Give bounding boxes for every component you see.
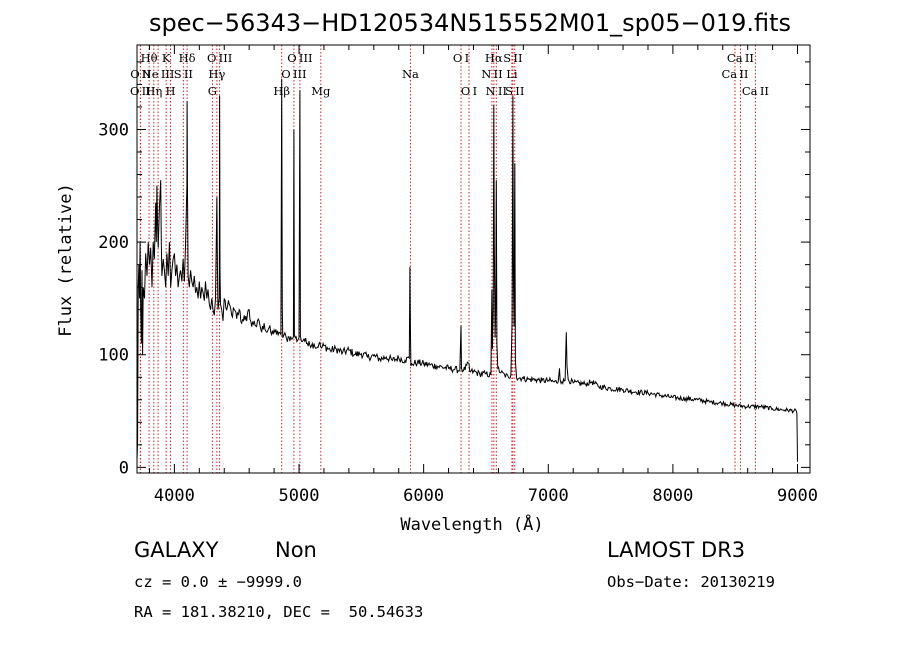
line-label-15: Mg: [311, 84, 331, 98]
x-tick-label-3: 7000: [528, 486, 569, 506]
line-label-17: O I: [453, 51, 469, 65]
line-label-7: S II: [174, 67, 193, 81]
x-tick-label-5: 9000: [777, 486, 818, 506]
line-label-20: Hα: [485, 51, 503, 65]
line-label-5: K: [162, 51, 171, 65]
object-subclass-label: Non: [275, 538, 317, 562]
line-label-14: O III: [287, 51, 312, 65]
line-label-6: H: [166, 84, 176, 98]
object-class-label: GALAXY: [134, 538, 219, 562]
line-label-9: G: [208, 84, 217, 98]
line-label-21: N II: [486, 84, 507, 98]
y-tick-label-0: 0: [119, 458, 129, 478]
line-label-25: Ca II: [721, 67, 748, 81]
line-label-22: Li: [506, 67, 518, 81]
line-label-19: N II: [481, 67, 502, 81]
line-label-26: Ca II: [727, 51, 754, 65]
chart-title: spec−56343−HD120534N515552M01_sp05−019.f…: [149, 9, 791, 37]
y-axis-label: Flux (relative): [56, 183, 76, 337]
x-axis-label: Wavelength (Å): [400, 513, 543, 535]
plot-frame: [136, 44, 811, 474]
emission-line-markers: [139, 45, 756, 473]
line-label-11: O III: [207, 51, 232, 65]
y-tick-label-2: 200: [98, 233, 129, 253]
line-label-0: O II: [130, 84, 151, 98]
line-label-3: Hη: [145, 84, 162, 98]
x-tick-label-0: 4000: [154, 486, 195, 506]
emission-line-labels: O II O II Hθ Hη Ne III K H S II Hδ G Hγ O III Hβ O II…: [130, 51, 769, 98]
y-tick-label-1: 100: [98, 346, 129, 366]
line-label-4: Ne III: [142, 67, 175, 81]
x-tick-label-1: 5000: [279, 486, 320, 506]
line-label-10: Hγ: [208, 67, 225, 81]
y-tick-label-3: 300: [98, 120, 129, 140]
observation-date: Obs−Date: 20130219: [607, 573, 775, 591]
redshift-readout: cz = 0.0 ± −9999.0: [134, 573, 302, 591]
line-label-8: Hδ: [179, 51, 196, 65]
line-label-13: O III: [281, 67, 306, 81]
x-tick-label-4: 8000: [652, 486, 693, 506]
line-label-27: Ca II: [742, 84, 769, 98]
line-label-23: S II: [503, 51, 522, 65]
line-label-16: Na: [402, 67, 419, 81]
x-tick-label-2: 6000: [403, 486, 444, 506]
line-label-2: Hθ: [141, 51, 158, 65]
axis-ticks: 4000 5000 6000 7000 8000 9000 0 100 200 300: [98, 45, 818, 506]
line-label-12: Hβ: [273, 84, 290, 98]
survey-label: LAMOST DR3: [607, 538, 746, 562]
coordinates-readout: RA = 181.38210, DEC = 50.54633: [134, 603, 424, 621]
spectrum-series-line: [136, 78, 798, 462]
line-label-24: S II: [505, 84, 524, 98]
line-label-18: O I: [461, 84, 477, 98]
line-label-1: O II: [130, 67, 151, 81]
